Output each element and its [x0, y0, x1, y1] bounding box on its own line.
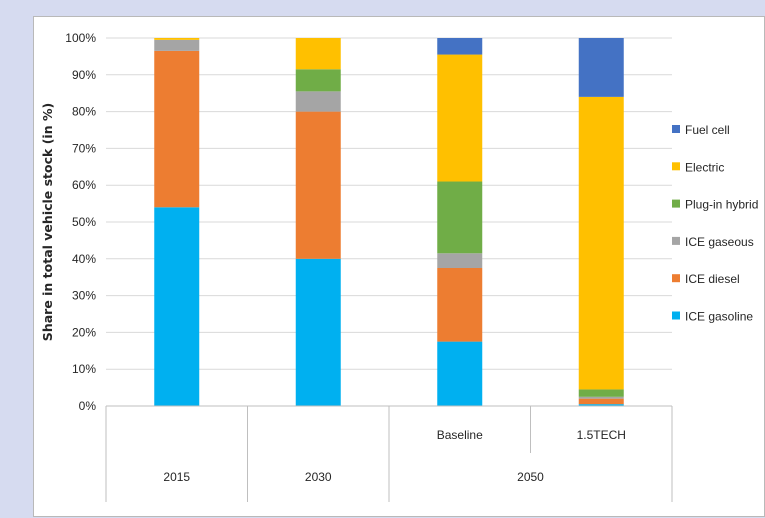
bar-segment: [437, 181, 483, 254]
y-tick-label: 0%: [79, 399, 97, 413]
bar-segment: [154, 50, 200, 208]
bar-segment: [578, 404, 624, 406]
bar-segment: [295, 91, 341, 112]
x-axis-categories: 2015 2030 2050 Baseline 1.5TECH: [105, 405, 673, 502]
bar-segment: [154, 38, 200, 40]
legend-swatch: [672, 125, 680, 133]
legend-swatch: [672, 311, 680, 320]
legend-label: ICE gasoline: [685, 310, 753, 324]
bar-segment: [295, 258, 341, 406]
y-tick-label: 30%: [72, 289, 96, 303]
bar-segment: [154, 207, 200, 406]
y-tick-label: 50%: [72, 215, 96, 229]
bar-segment: [578, 398, 624, 405]
legend-swatch: [672, 274, 680, 283]
subcategory-label: 1.5TECH: [577, 428, 626, 442]
y-tick-label: 70%: [72, 141, 96, 155]
bar-segments: [154, 38, 624, 406]
legend: Fuel cell Electric Plug-in hybrid ICE gaseo…: [672, 123, 758, 324]
bar-segment: [578, 38, 624, 97]
stacked-bar-chart: 0% 10% 20% 30% 40% 50% 60% 70% 80% 90% 100% Share …: [40, 31, 758, 502]
bar-segment: [437, 54, 483, 182]
subcategory-label: Baseline: [437, 428, 483, 442]
bar-segment: [295, 38, 341, 70]
group-label: 2015: [163, 470, 190, 484]
bar-segment: [154, 39, 200, 51]
y-tick-label: 10%: [72, 362, 96, 376]
y-axis-ticks: 0% 10% 20% 30% 40% 50% 60% 70% 80% 90% 100%: [65, 31, 96, 413]
bar-segment: [295, 69, 341, 92]
legend-label: Fuel cell: [685, 123, 730, 137]
bar-segment: [437, 38, 483, 55]
bar-segment: [578, 96, 624, 390]
group-label: 2050: [517, 470, 544, 484]
y-tick-label: 60%: [72, 178, 96, 192]
legend-swatch: [672, 162, 680, 171]
chart-panel: 0% 10% 20% 30% 40% 50% 60% 70% 80% 90% 100% Share …: [33, 16, 765, 517]
y-tick-label: 40%: [72, 252, 96, 266]
legend-label: ICE diesel: [685, 272, 740, 286]
bar-segment: [295, 111, 341, 259]
y-tick-label: 90%: [72, 68, 96, 82]
group-label: 2030: [305, 470, 332, 484]
legend-label: Plug-in hybrid: [685, 198, 758, 212]
bar-segment: [437, 341, 483, 406]
bar-segment: [578, 389, 624, 397]
gridlines: [106, 37, 672, 407]
legend-swatch: [672, 236, 680, 245]
legend-label: ICE gaseous: [685, 235, 754, 249]
y-tick-label: 100%: [65, 31, 96, 45]
bar-segment: [437, 253, 483, 268]
y-axis-title: Share in total vehicle stock (in %): [40, 103, 55, 341]
legend-swatch: [672, 199, 680, 208]
y-tick-label: 80%: [72, 105, 96, 119]
y-tick-label: 20%: [72, 325, 96, 339]
bar-segment: [437, 268, 483, 342]
bar-segment: [578, 396, 624, 399]
legend-label: Electric: [685, 160, 724, 174]
